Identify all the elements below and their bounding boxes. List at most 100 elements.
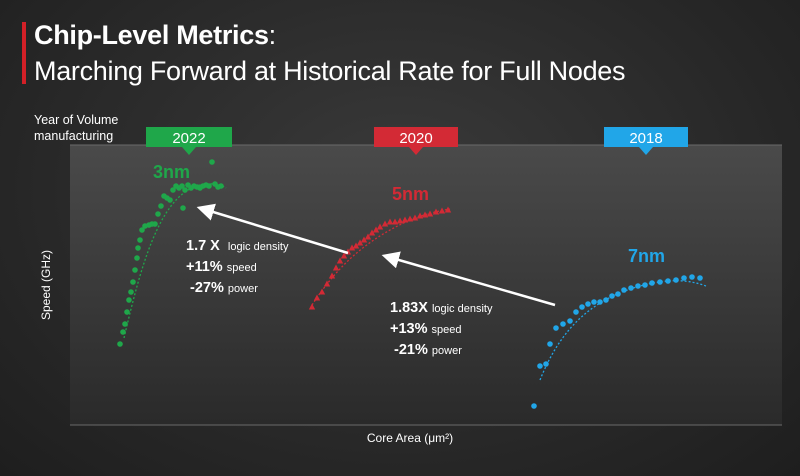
- series-7nm-point-15: [621, 287, 627, 293]
- series-3nm-point-21: [170, 187, 176, 193]
- series-7nm-point-6: [567, 318, 573, 324]
- series-7nm-point-12: [603, 297, 609, 303]
- year-tag-2018: [604, 127, 688, 155]
- series-7nm-point-7: [573, 309, 579, 315]
- series-3nm-point-0: [117, 341, 123, 347]
- series-3nm-point-16: [155, 211, 161, 217]
- year-of-volume-label: Year of Volume manufacturing: [34, 113, 119, 143]
- series-7nm-point-23: [681, 275, 687, 281]
- series-7nm-point-9: [585, 301, 591, 307]
- series-7nm-point-16: [628, 285, 634, 291]
- series-5nm-point-22: [406, 215, 414, 222]
- series-7nm-point-20: [657, 279, 663, 285]
- series-5nm-point-19: [391, 218, 399, 225]
- series-5nm-point-28: [438, 207, 446, 214]
- annotation-5nm-to-3nm: 1.7 X logic density +11% speed -27% powe…: [186, 238, 289, 296]
- year-tag-2020-label: 2020: [399, 130, 432, 147]
- series-3nm-point-34: [209, 159, 215, 165]
- series-5nm-point-20: [396, 217, 404, 224]
- series-7nm-point-4: [553, 325, 559, 331]
- series-7nm-point-1: [537, 363, 543, 369]
- x-axis-label: Core Area (μm²): [367, 431, 453, 445]
- chart-subtitle: Marching Forward at Historical Rate for …: [34, 56, 626, 86]
- series-7nm-point-18: [642, 282, 648, 288]
- series-7nm-point-11: [597, 299, 603, 305]
- series-7nm-point-14: [615, 291, 621, 297]
- series-5nm-point-0: [308, 303, 316, 310]
- series-5nm-point-15: [372, 226, 380, 233]
- series-5nm-point-3: [323, 280, 331, 287]
- series-3nm-point-6: [130, 279, 136, 285]
- series-3nm-point-17: [158, 203, 164, 209]
- series-3nm-point-20: [167, 197, 173, 203]
- title-accent-bar: [22, 22, 26, 84]
- series-5nm-point-25: [421, 211, 429, 218]
- series-7nm-point-19: [649, 280, 655, 286]
- year-tag-2022: [146, 127, 232, 155]
- series-5nm-point-24: [416, 212, 424, 219]
- series-7nm-point-2: [543, 361, 549, 367]
- series-5nm-point-26: [426, 210, 434, 217]
- series-3nm-point-33: [206, 183, 212, 189]
- plot-area: [70, 145, 782, 425]
- series-5nm-point-23: [411, 214, 419, 221]
- series-5nm-point-9: [348, 244, 356, 251]
- series-5nm-point-10: [352, 242, 360, 249]
- series-7nm: [531, 274, 707, 409]
- series-3nm: [117, 159, 227, 347]
- series-3nm-point-15: [152, 221, 158, 227]
- series-7nm-point-3: [547, 341, 553, 347]
- series-3nm-point-8: [134, 255, 140, 261]
- year-tag-2022-label: 2022: [172, 130, 205, 147]
- series-label-7nm: 7nm: [628, 246, 665, 266]
- series-5nm-point-11: [356, 239, 364, 246]
- series-3nm-point-3: [124, 309, 130, 315]
- series-7nm-point-24: [689, 274, 695, 280]
- series-7nm-point-21: [665, 278, 671, 284]
- year-tag-2020: [374, 127, 458, 155]
- series-5nm-point-29: [444, 206, 452, 213]
- chart-title: Chip-Level Metrics:: [34, 20, 276, 50]
- series-7nm-point-25: [697, 275, 703, 281]
- series-5nm-point-6: [336, 257, 344, 264]
- series-5nm: [308, 206, 452, 310]
- series-5nm-point-21: [401, 216, 409, 223]
- series-5nm-point-17: [381, 220, 389, 227]
- series-3nm-point-38: [180, 205, 186, 211]
- series-5nm-point-18: [386, 218, 394, 225]
- series-3nm-point-10: [137, 237, 143, 243]
- series-5nm-point-14: [368, 229, 376, 236]
- series-5nm-point-13: [364, 233, 372, 240]
- annotation-7nm-to-5nm: 1.83X logic density +13% speed -21% powe…: [390, 300, 493, 358]
- series-5nm-point-27: [432, 208, 440, 215]
- series-5nm-point-4: [328, 272, 336, 279]
- series-7nm-point-0: [531, 403, 537, 409]
- series-3nm-point-2: [122, 321, 128, 327]
- series-5nm-point-5: [332, 264, 340, 271]
- year-tag-2018-label: 2018: [629, 130, 662, 147]
- series-5nm-point-16: [376, 223, 384, 230]
- series-7nm-point-13: [609, 293, 615, 299]
- series-3nm-point-37: [218, 183, 224, 189]
- y-axis-label: Speed (GHz): [39, 250, 53, 320]
- series-3nm-point-25: [182, 187, 188, 193]
- series-7nm-trendline: [539, 280, 707, 381]
- series-3nm-point-1: [120, 329, 126, 335]
- series-7nm-point-10: [591, 299, 597, 305]
- series-5nm-point-2: [318, 288, 326, 295]
- series-5nm-point-7: [340, 252, 348, 259]
- series-7nm-point-17: [635, 283, 641, 289]
- series-3nm-point-4: [126, 297, 132, 303]
- series-3nm-point-7: [132, 267, 138, 273]
- arrow-5nm-to-3nm: [196, 203, 349, 255]
- series-label-5nm: 5nm: [392, 184, 429, 204]
- series-3nm-point-5: [128, 289, 134, 295]
- series-7nm-point-22: [673, 277, 679, 283]
- series-3nm-point-24: [179, 183, 185, 189]
- series-label-3nm: 3nm: [153, 162, 190, 182]
- series-5nm-point-12: [360, 236, 368, 243]
- series-3nm-point-11: [139, 227, 145, 233]
- series-3nm-point-9: [135, 245, 141, 251]
- arrow-7nm-to-5nm: [381, 251, 556, 307]
